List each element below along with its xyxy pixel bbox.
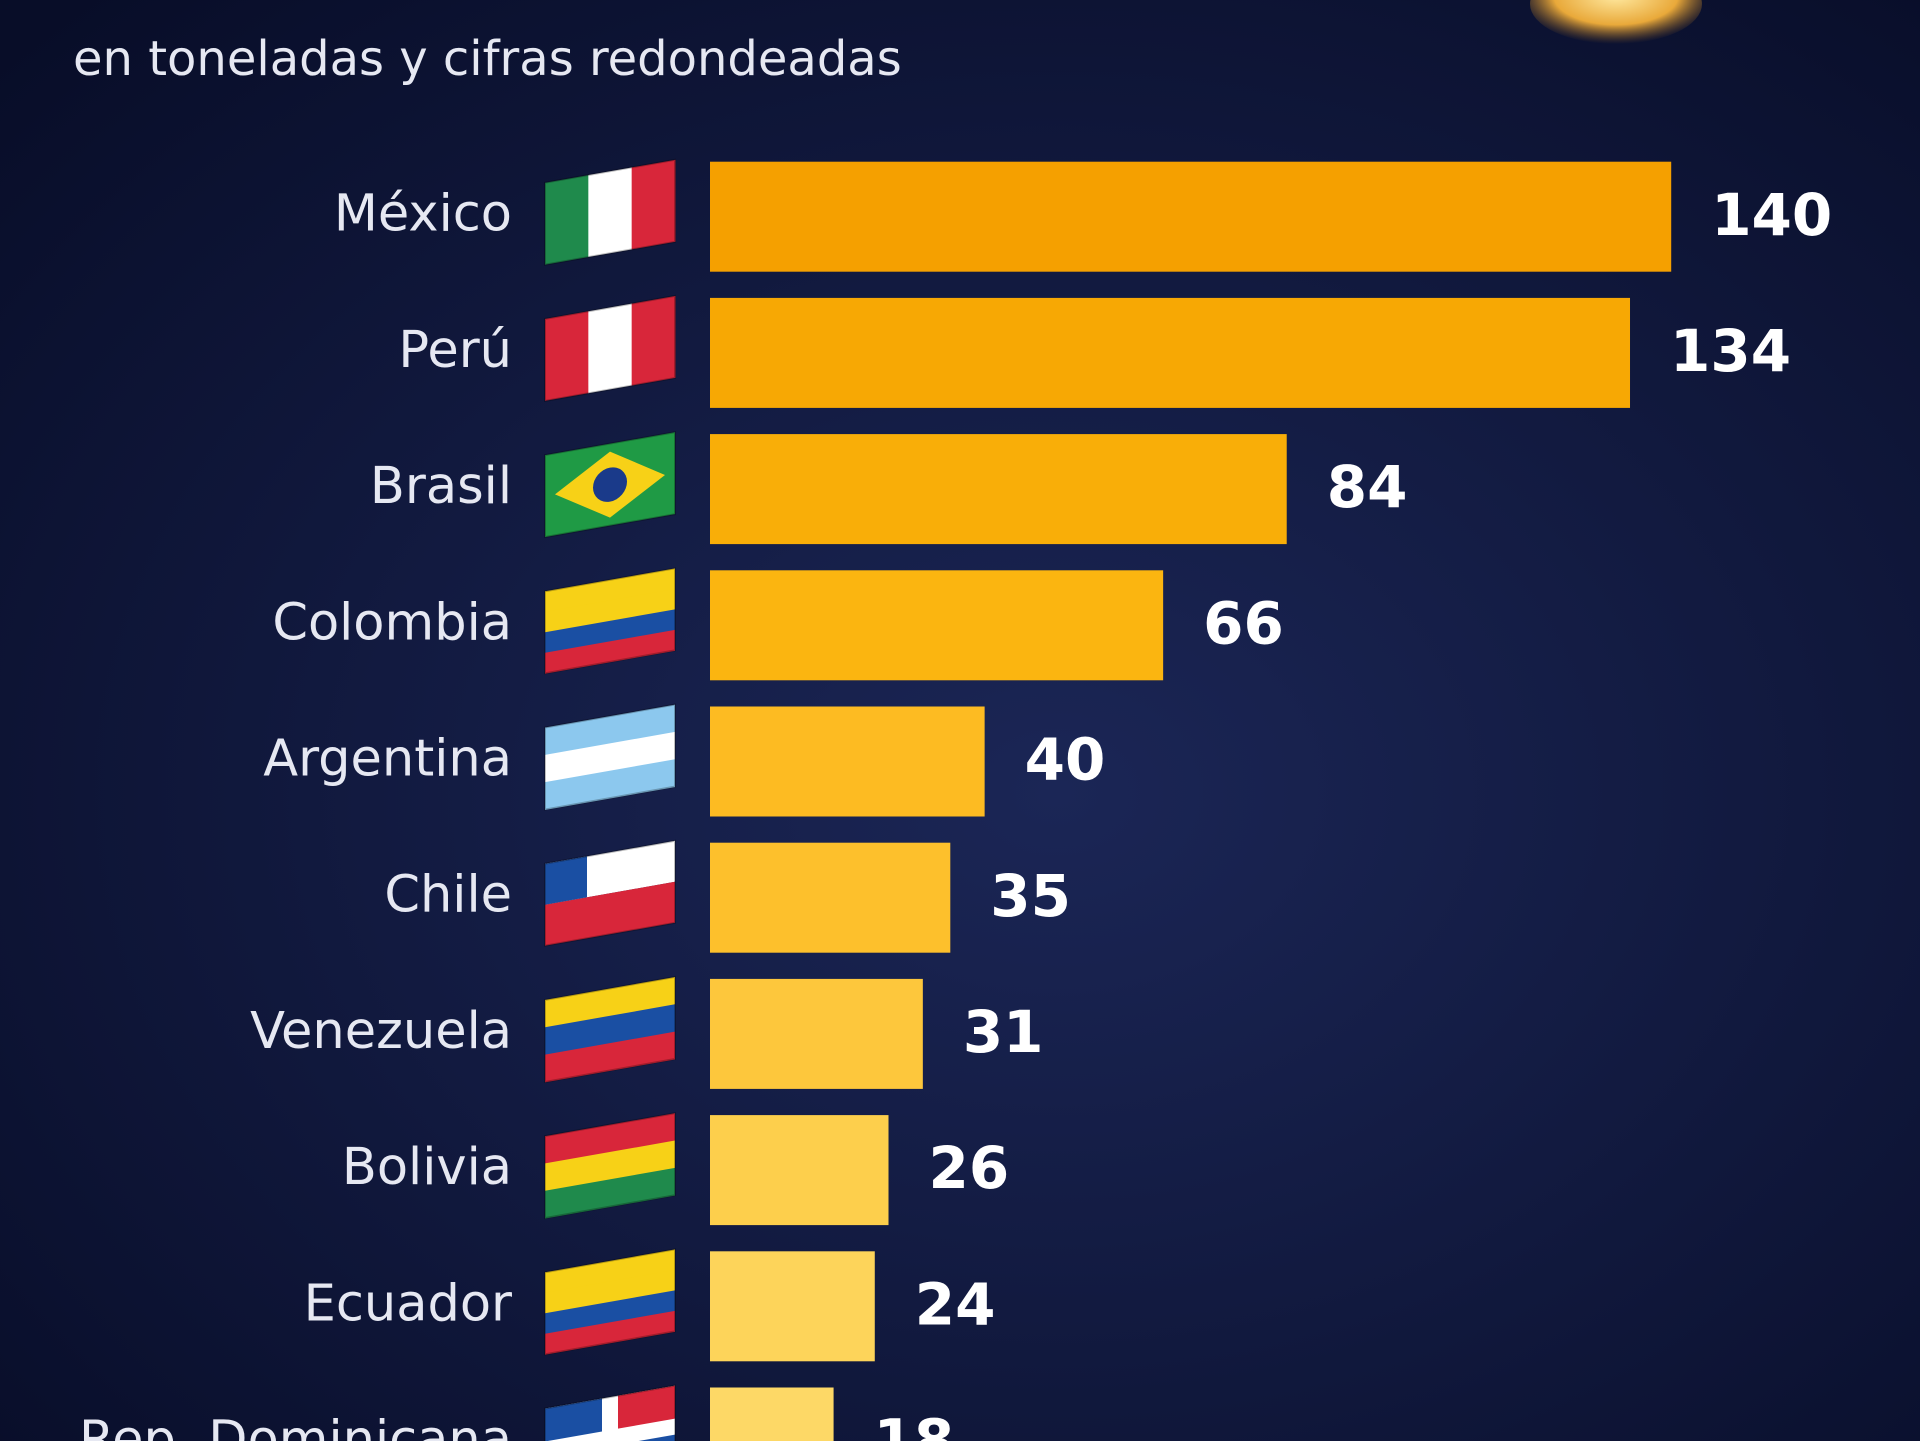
flag-shade xyxy=(544,703,676,811)
bar xyxy=(710,1387,834,1441)
flag-stripe xyxy=(545,629,675,674)
flag-stripe xyxy=(545,704,675,756)
flag xyxy=(544,294,676,403)
flag-stripe xyxy=(545,311,589,401)
bar xyxy=(710,570,1164,681)
flag-stripe xyxy=(588,167,633,258)
chart-subtitle: en toneladas y cifras redondeadas xyxy=(73,31,902,87)
flag xyxy=(544,703,676,811)
flag-stripe xyxy=(545,1269,675,1314)
value-label: 24 xyxy=(915,1270,996,1338)
bar xyxy=(710,978,923,1089)
category-label: Bolivia xyxy=(342,1138,512,1197)
flag xyxy=(544,431,676,539)
gold-nugget xyxy=(1530,0,1702,44)
bar xyxy=(710,1251,875,1362)
flag-stripe xyxy=(545,1249,675,1294)
category-label: Colombia xyxy=(272,593,512,652)
value-label: 35 xyxy=(990,862,1071,930)
flag-stripe xyxy=(545,1113,675,1164)
flag-stripe xyxy=(545,731,675,783)
bar xyxy=(710,842,951,953)
flag-shade xyxy=(544,975,676,1084)
flag xyxy=(544,975,676,1084)
flag-stripe xyxy=(545,759,675,811)
category-label: Brasil xyxy=(370,457,512,516)
value-label: 18 xyxy=(874,1407,955,1441)
flag-shade xyxy=(544,431,676,539)
bar xyxy=(710,706,985,817)
value-label: 84 xyxy=(1327,453,1408,521)
category-label: Perú xyxy=(398,321,512,380)
flag-quarter xyxy=(545,1398,602,1441)
value-label: 40 xyxy=(1025,726,1106,794)
category-label: Venezuela xyxy=(250,1002,512,1061)
bar xyxy=(710,1115,889,1226)
flag-quarter xyxy=(618,1385,675,1429)
flag-shade xyxy=(544,294,676,403)
flag-shade xyxy=(544,839,676,947)
flag-stripe xyxy=(545,174,589,265)
flags xyxy=(544,158,676,1441)
flag-stripe xyxy=(588,303,633,394)
flag xyxy=(544,158,676,266)
value-label: 134 xyxy=(1670,317,1791,385)
flag-shade xyxy=(544,567,676,675)
flag-shade xyxy=(544,1248,676,1356)
flag-stripe xyxy=(545,976,675,1028)
flag-canton xyxy=(545,856,587,905)
flag-stripe xyxy=(545,1167,675,1219)
flag-globe xyxy=(593,467,627,502)
flag xyxy=(544,1384,676,1441)
flag-shade xyxy=(544,1384,676,1441)
flag-stripe xyxy=(545,881,675,946)
bar xyxy=(710,434,1287,545)
category-label: México xyxy=(334,185,512,244)
category-label: Argentina xyxy=(263,730,512,789)
flag-stripe xyxy=(545,609,675,654)
bar xyxy=(710,297,1631,408)
flag-stripe xyxy=(631,295,676,386)
value-label: 140 xyxy=(1711,181,1832,249)
category-label: Chile xyxy=(384,866,512,925)
flag xyxy=(544,567,676,675)
flag-stripe xyxy=(545,1004,675,1056)
category-label: Ecuador xyxy=(304,1274,512,1333)
flag xyxy=(544,839,676,947)
category-label: Rep. Dominicana xyxy=(79,1411,512,1441)
flag xyxy=(544,1112,676,1220)
flag-stripe xyxy=(545,568,675,613)
flag-stripe xyxy=(631,159,676,250)
flag-stripe xyxy=(545,1310,675,1355)
flag-stripe xyxy=(545,588,675,633)
value-label: 26 xyxy=(929,1134,1010,1202)
flag-stripe xyxy=(545,1031,675,1083)
flag-stripe xyxy=(545,1140,675,1192)
value-label: 31 xyxy=(963,998,1044,1066)
flag-shade xyxy=(544,158,676,266)
flag-shade xyxy=(544,1112,676,1220)
flag xyxy=(544,1248,676,1356)
value-label: 66 xyxy=(1203,589,1284,657)
flag-stripe xyxy=(545,1290,675,1335)
bar xyxy=(710,161,1672,272)
